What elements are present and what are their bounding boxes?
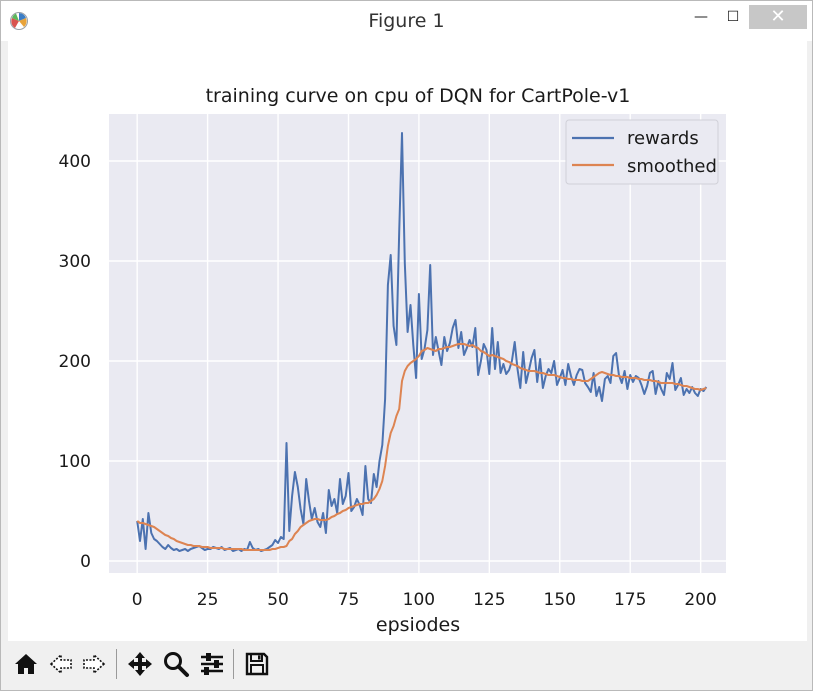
- title-bar[interactable]: Figure 1 — ☐ ✕: [1, 1, 812, 41]
- configure-subplots-icon[interactable]: [197, 649, 227, 679]
- navigation-toolbar: [1, 641, 812, 690]
- legend-label-smoothed: smoothed: [627, 156, 717, 177]
- maximize-button[interactable]: ☐: [726, 9, 740, 25]
- x-tick-labels: 0 25 50 75 100 125 150 175 200: [132, 590, 717, 610]
- y-tick-label: 200: [59, 352, 91, 372]
- x-tick-label: 0: [132, 590, 143, 610]
- chart: training curve on cpu of DQN for CartPol…: [59, 85, 726, 636]
- x-tick-label: 150: [544, 590, 576, 610]
- x-tick-label: 175: [614, 590, 646, 610]
- save-icon[interactable]: [242, 649, 272, 679]
- home-icon[interactable]: [11, 649, 41, 679]
- window-title: Figure 1: [368, 10, 445, 32]
- pan-icon[interactable]: [125, 649, 155, 679]
- y-tick-label: 100: [59, 452, 91, 472]
- series-lines: [136, 132, 708, 552]
- toolbar-separator: [116, 649, 117, 679]
- y-tick-label: 0: [80, 552, 91, 572]
- chart-title: training curve on cpu of DQN for CartPol…: [206, 85, 631, 107]
- y-tick-labels: 0 100 200 300 400: [59, 152, 91, 572]
- minimize-button[interactable]: —: [694, 9, 708, 25]
- y-tick-label: 400: [59, 152, 91, 172]
- forward-icon[interactable]: [79, 649, 109, 679]
- x-tick-label: 25: [197, 590, 219, 610]
- back-icon[interactable]: [46, 649, 76, 679]
- legend-box: [565, 119, 719, 185]
- app-icon: [9, 11, 29, 31]
- x-tick-label: 50: [267, 590, 289, 610]
- y-tick-label: 300: [59, 252, 91, 272]
- legend-label-rewards: rewards: [627, 128, 699, 149]
- toolbar-separator: [233, 649, 234, 679]
- x-tick-label: 75: [338, 590, 360, 610]
- close-button[interactable]: ✕: [749, 5, 807, 29]
- x-tick-label: 100: [403, 590, 435, 610]
- figure-canvas[interactable]: training curve on cpu of DQN for CartPol…: [8, 41, 807, 641]
- series-line-smoothed: [136, 343, 707, 551]
- x-tick-label: 200: [684, 590, 716, 610]
- grid-x: [136, 114, 702, 573]
- zoom-icon[interactable]: [161, 649, 191, 679]
- x-tick-label: 125: [473, 590, 505, 610]
- x-axis-label: epsiodes: [376, 614, 460, 636]
- legend: rewards smoothed: [565, 119, 719, 185]
